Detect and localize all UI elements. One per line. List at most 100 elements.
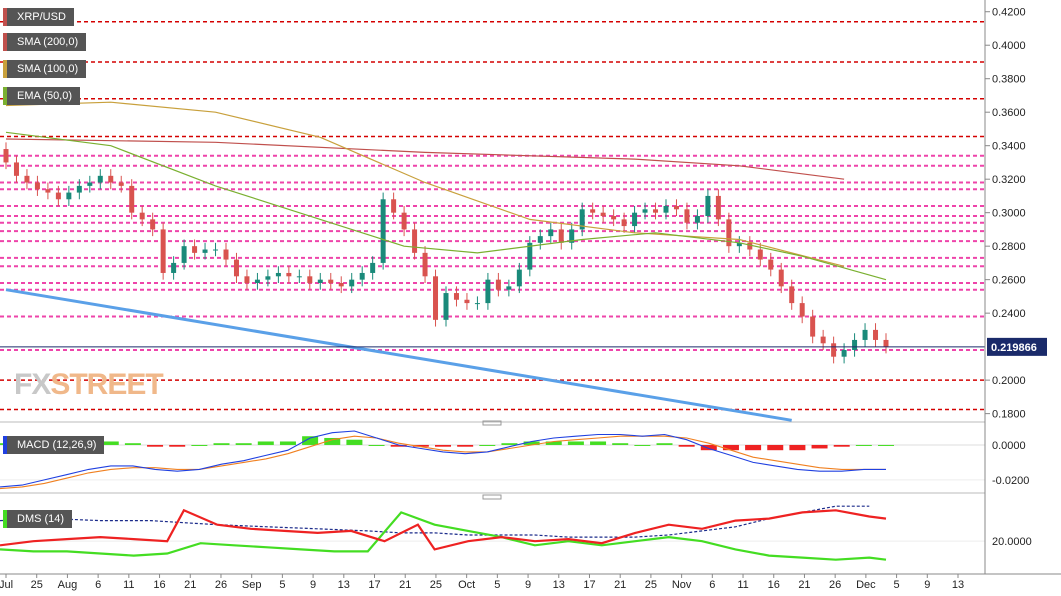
y-tick-label: 0.4200 <box>992 7 1026 19</box>
candle-body <box>181 246 187 263</box>
y-tick-label: 0.3600 <box>992 107 1026 119</box>
candle-body <box>34 182 40 190</box>
macd-histogram-bar <box>678 444 695 447</box>
macd-histogram-bar <box>346 439 363 445</box>
macd-histogram-bar <box>257 441 274 445</box>
candle-body <box>852 339 858 350</box>
candle-body <box>558 229 564 243</box>
macd-histogram-bar <box>279 441 296 445</box>
x-tick-label: 5 <box>894 579 900 591</box>
x-tick-label: 6 <box>95 579 101 591</box>
macd-line <box>0 430 886 488</box>
candle-body <box>663 205 669 213</box>
ema50-line <box>5 131 887 281</box>
candle-body <box>516 269 522 287</box>
macd-histogram-bar <box>102 441 119 445</box>
x-tick-label: 21 <box>184 579 196 591</box>
y-tick-label: 0.3000 <box>992 208 1026 220</box>
y-tick-label: 0.2000 <box>992 375 1026 387</box>
candle-body <box>485 279 491 304</box>
candle-body <box>527 242 533 270</box>
x-tick-label: 25 <box>430 579 442 591</box>
candle-body <box>831 343 837 357</box>
candle-body <box>632 212 638 227</box>
candle-body <box>286 272 292 277</box>
x-tick-label: 21 <box>614 579 626 591</box>
macd-histogram-bar <box>878 444 894 446</box>
candle-body <box>108 175 114 183</box>
legend-sma100[interactable]: SMA (100,0) <box>3 60 87 78</box>
candle-body <box>537 236 543 243</box>
x-tick-label: Nov <box>672 579 692 591</box>
x-tick-label: 16 <box>768 579 780 591</box>
x-tick-label: 26 <box>829 579 841 591</box>
candle-body <box>579 209 585 230</box>
x-tick-label: 9 <box>924 579 930 591</box>
fxstreet-logo: FXSTREET <box>14 368 164 401</box>
candle-body <box>24 175 30 183</box>
candle-body <box>160 229 166 273</box>
dms-y-tick-label: 20.0000 <box>992 536 1032 548</box>
x-tick-label: 9 <box>310 579 316 591</box>
candle-body <box>862 329 868 340</box>
x-tick-label: 17 <box>368 579 380 591</box>
macd-y-tick-label: 0.0000 <box>992 440 1026 452</box>
candle-body <box>118 182 124 186</box>
candle-body <box>401 212 407 230</box>
y-tick-label: 0.3200 <box>992 174 1026 186</box>
panel-resize-handle[interactable] <box>482 420 502 426</box>
candle-body <box>192 246 198 253</box>
x-tick-label: 16 <box>153 579 165 591</box>
macd-histogram-bar <box>124 443 141 445</box>
x-tick-label: 6 <box>709 579 715 591</box>
legend-macd[interactable]: MACD (12,26,9) <box>3 436 105 454</box>
legend-main[interactable]: XRP/USD <box>3 8 74 26</box>
x-tick-label: Oct <box>458 579 475 591</box>
legend-ema50[interactable]: EMA (50,0) <box>3 87 81 105</box>
legend-dms[interactable]: DMS (14) <box>3 510 73 528</box>
candle-body <box>810 316 816 337</box>
x-tick-label: 13 <box>553 579 565 591</box>
candle-body <box>736 242 742 247</box>
x-tick-label: 21 <box>399 579 411 591</box>
candle-body <box>453 293 459 300</box>
di-plus-line <box>0 511 887 561</box>
candle-body <box>422 252 428 277</box>
macd-histogram-bar <box>767 444 784 451</box>
candle-body <box>338 283 344 287</box>
candle-body <box>757 249 763 260</box>
candle-body <box>883 339 889 347</box>
panel-resize-handle[interactable] <box>482 494 502 500</box>
macd-histogram-bar <box>368 444 385 446</box>
macd-histogram-bar <box>302 436 319 445</box>
candle-body <box>684 209 690 223</box>
x-tick-label: 11 <box>737 579 748 591</box>
di-minus-line <box>0 508 887 551</box>
x-tick-label: 13 <box>952 579 964 591</box>
candle-body <box>244 276 250 284</box>
macd-histogram-bar <box>656 443 673 445</box>
y-tick-label: 0.2800 <box>992 241 1026 253</box>
macd-histogram-bar <box>811 444 828 449</box>
candle-body <box>150 219 156 230</box>
x-tick-label: Dec <box>856 579 876 591</box>
x-tick-label: Aug <box>58 579 78 591</box>
candle-body <box>265 276 271 280</box>
macd-histogram-bar <box>457 444 474 447</box>
macd-histogram-bar <box>833 444 850 447</box>
macd-histogram-bar <box>567 441 584 445</box>
candle-body <box>233 259 239 277</box>
candle-body <box>254 279 260 284</box>
y-tick-label: 0.4000 <box>992 40 1026 52</box>
x-tick-label: Jul <box>0 579 13 591</box>
candle-body <box>705 195 711 217</box>
candle-body <box>412 229 418 253</box>
x-tick-label: 21 <box>798 579 810 591</box>
macd-histogram-bar <box>324 437 341 445</box>
x-tick-label: 25 <box>31 579 43 591</box>
x-tick-label: 11 <box>123 579 134 591</box>
macd-histogram-bar <box>722 444 739 451</box>
candle-body <box>673 205 679 210</box>
legend-sma200[interactable]: SMA (200,0) <box>3 33 87 51</box>
